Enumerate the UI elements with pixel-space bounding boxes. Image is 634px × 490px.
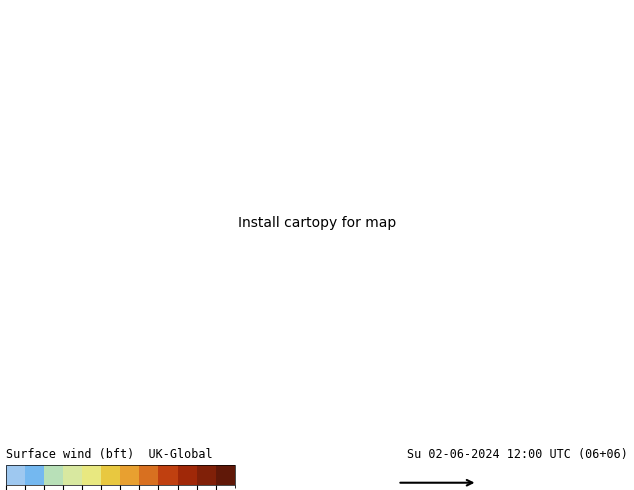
Text: Install cartopy for map: Install cartopy for map [238,216,396,230]
Text: Surface wind (bft)  UK-Global: Surface wind (bft) UK-Global [6,448,213,461]
Text: Su 02-06-2024 12:00 UTC (06+06): Su 02-06-2024 12:00 UTC (06+06) [407,448,628,461]
